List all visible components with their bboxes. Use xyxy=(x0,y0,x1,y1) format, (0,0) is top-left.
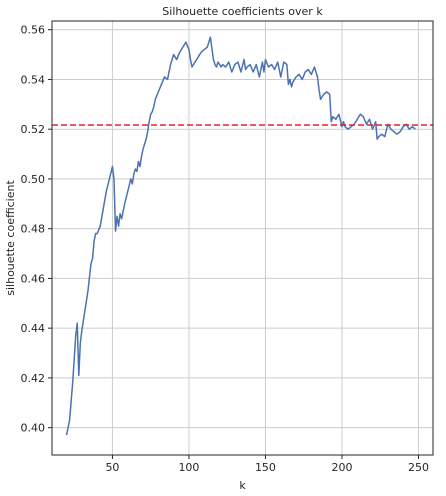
y-tick-label: 0.54 xyxy=(21,73,46,86)
y-axis-label: silhouette coefficient xyxy=(4,180,17,296)
x-tick-label: 200 xyxy=(331,461,352,474)
x-axis-label: k xyxy=(239,479,246,492)
y-tick-label: 0.48 xyxy=(21,223,46,236)
y-tick-label: 0.44 xyxy=(21,322,46,335)
x-tick-label: 100 xyxy=(178,461,199,474)
chart-title: Silhouette coefficients over k xyxy=(162,5,323,18)
y-tick-label: 0.40 xyxy=(21,422,46,435)
y-tick-label: 0.46 xyxy=(21,272,46,285)
y-tick-label: 0.42 xyxy=(21,372,46,385)
y-tick-label: 0.56 xyxy=(21,24,46,37)
y-tick-label: 0.52 xyxy=(21,123,46,136)
x-tick-label: 50 xyxy=(105,461,119,474)
x-tick-label: 150 xyxy=(255,461,276,474)
x-tick-label: 250 xyxy=(408,461,429,474)
y-tick-label: 0.50 xyxy=(21,173,46,186)
